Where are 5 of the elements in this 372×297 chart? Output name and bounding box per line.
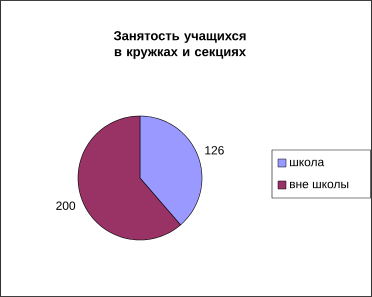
data-label: 126 — [205, 146, 224, 155]
legend-label: вне школы — [290, 182, 348, 188]
chart-title: Занятость учащихся в кружках и секциях — [114, 31, 246, 59]
data-label: 200 — [56, 201, 76, 210]
legend-label: школа — [290, 160, 324, 166]
